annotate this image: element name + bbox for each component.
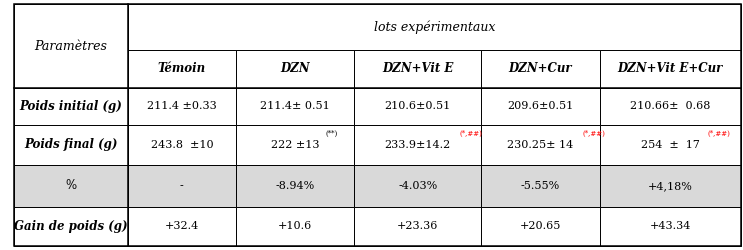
Bar <box>236 88 354 125</box>
Text: +10.6: +10.6 <box>278 221 312 231</box>
Text: (*,##): (*,##) <box>583 130 606 138</box>
Bar <box>481 207 600 246</box>
Text: 233.9±14.2: 233.9±14.2 <box>385 140 451 150</box>
Text: -: - <box>180 181 184 191</box>
Text: Poids final (g): Poids final (g) <box>25 138 117 151</box>
Bar <box>236 50 354 88</box>
Text: 210.6±0.51: 210.6±0.51 <box>385 101 451 111</box>
Bar <box>481 165 600 207</box>
Bar <box>354 50 481 88</box>
Text: %: % <box>65 180 77 192</box>
Text: +32.4: +32.4 <box>165 221 199 231</box>
Bar <box>128 165 236 207</box>
Bar <box>14 4 128 87</box>
Bar <box>354 88 481 125</box>
Text: 230.25± 14: 230.25± 14 <box>507 140 574 150</box>
Text: DZN+Vit E: DZN+Vit E <box>382 62 453 76</box>
Bar <box>128 88 236 125</box>
Text: 211.4 ±0.33: 211.4 ±0.33 <box>147 101 217 111</box>
Bar <box>128 4 741 50</box>
Bar <box>14 88 128 125</box>
Text: Témoin: Témoin <box>158 62 206 76</box>
Text: DZN+Vit E+Cur: DZN+Vit E+Cur <box>617 62 723 76</box>
Text: DZN: DZN <box>280 62 310 76</box>
Text: Paramètres: Paramètres <box>35 40 108 52</box>
Text: 254  ±  17: 254 ± 17 <box>641 140 700 150</box>
Bar <box>481 50 600 88</box>
Text: DZN+Cur: DZN+Cur <box>509 62 572 76</box>
Bar <box>481 125 600 165</box>
Text: Gain de poids (g): Gain de poids (g) <box>14 220 128 233</box>
Bar <box>354 207 481 246</box>
Text: +43.34: +43.34 <box>649 221 691 231</box>
Bar <box>14 207 128 246</box>
Bar <box>600 125 741 165</box>
Bar <box>128 50 236 88</box>
Bar <box>600 88 741 125</box>
Bar <box>236 165 354 207</box>
Bar <box>600 207 741 246</box>
Bar <box>14 165 128 207</box>
Bar <box>481 88 600 125</box>
Text: (*,##): (*,##) <box>708 130 730 138</box>
Text: (**): (**) <box>326 130 338 138</box>
Text: 243.8  ±10: 243.8 ±10 <box>151 140 213 150</box>
Bar <box>354 125 481 165</box>
Text: 209.6±0.51: 209.6±0.51 <box>507 101 574 111</box>
Bar <box>354 165 481 207</box>
Text: 210.66±  0.68: 210.66± 0.68 <box>630 101 710 111</box>
Text: +4,18%: +4,18% <box>648 181 692 191</box>
Bar <box>600 165 741 207</box>
Text: 222 ±13: 222 ±13 <box>270 140 319 150</box>
Bar <box>236 207 354 246</box>
Bar <box>600 50 741 88</box>
Bar <box>236 125 354 165</box>
Text: -4.03%: -4.03% <box>398 181 438 191</box>
Text: (*,##): (*,##) <box>460 130 483 138</box>
Text: 211.4± 0.51: 211.4± 0.51 <box>260 101 330 111</box>
Bar <box>128 207 236 246</box>
Bar <box>128 125 236 165</box>
Text: +23.36: +23.36 <box>397 221 438 231</box>
Text: lots expérimentaux: lots expérimentaux <box>374 20 495 34</box>
Text: -8.94%: -8.94% <box>275 181 314 191</box>
Bar <box>14 125 128 165</box>
Text: Poids initial (g): Poids initial (g) <box>19 100 123 113</box>
Text: +20.65: +20.65 <box>520 221 561 231</box>
Text: -5.55%: -5.55% <box>521 181 560 191</box>
